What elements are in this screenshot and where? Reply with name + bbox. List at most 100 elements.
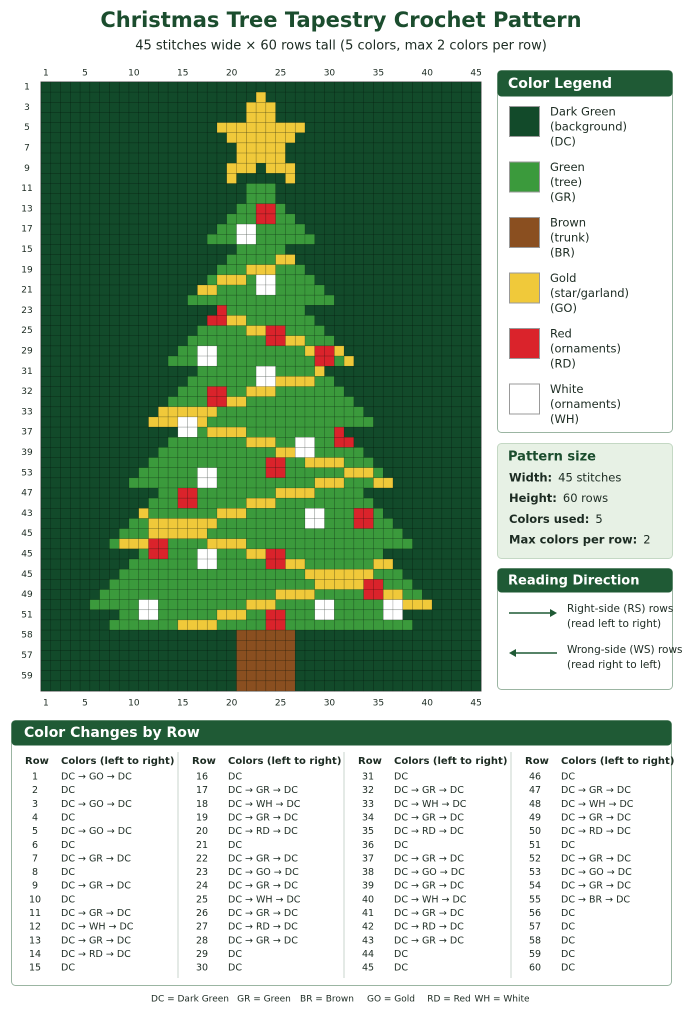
stitch-cell (226, 396, 237, 408)
stitch-cell (451, 234, 462, 245)
stitch-cell (128, 467, 140, 479)
stitch-cell (461, 284, 472, 296)
stitch-cell (285, 223, 296, 235)
table-header-cell: Row (25, 756, 49, 767)
stitch-cell (363, 619, 374, 631)
row-number: 51 (529, 840, 541, 851)
stitch-cell (334, 274, 345, 286)
stitch-cell (353, 122, 364, 133)
stitch-cell (304, 660, 316, 671)
stitch-cell (216, 437, 228, 448)
row-number: 24 (196, 881, 208, 892)
stitch-cell (461, 81, 472, 93)
stitch-cell (128, 650, 140, 661)
stitch-cell (128, 538, 140, 550)
stitch-cell (431, 142, 443, 154)
stitch-cell (187, 599, 198, 611)
stitch-cell (294, 670, 306, 682)
size-label: Colors used: (509, 512, 589, 526)
stitch-cell (70, 335, 81, 347)
stitch-cell (226, 487, 237, 499)
stitch-cell (167, 477, 179, 489)
row-colors: DC → WH → DC (228, 799, 301, 810)
stitch-cell (314, 122, 325, 133)
stitch-cell (373, 294, 384, 306)
stitch-cell (265, 508, 276, 519)
footer-key: GR = Green (237, 995, 291, 1005)
stitch-cell (392, 487, 404, 499)
stitch-cell (314, 193, 325, 205)
stitch-cell (197, 538, 208, 550)
stitch-cell (314, 234, 325, 245)
stitch-cell (451, 467, 462, 479)
stitch-cell (50, 396, 61, 408)
stitch-cell (285, 406, 296, 418)
stitch-cell (187, 294, 198, 306)
stitch-cell (99, 173, 110, 184)
row-number: 12 (29, 922, 41, 933)
stitch-cell (50, 457, 61, 468)
stitch-cell (148, 122, 159, 133)
stitch-cell (265, 315, 276, 326)
stitch-cell (206, 345, 218, 357)
stitch-cell (216, 112, 228, 123)
stitch-cell (60, 619, 71, 631)
stitch-cell (99, 396, 110, 408)
stitch-cell (363, 91, 374, 103)
stitch-cell (314, 213, 325, 225)
stitch-cell (275, 284, 286, 296)
stitch-cell (246, 213, 257, 225)
stitch-cell (422, 193, 433, 205)
stitch-cell (324, 609, 335, 621)
stitch-cell (60, 264, 71, 276)
stitch-cell (246, 203, 257, 215)
stitch-cell (294, 640, 306, 651)
stitch-cell (441, 244, 452, 255)
stitch-cell (461, 558, 472, 570)
stitch-cell (382, 345, 394, 357)
stitch-cell (216, 386, 228, 397)
stitch-cell (206, 579, 218, 590)
legend-text: (RD) (550, 357, 576, 371)
stitch-cell (118, 680, 130, 692)
stitch-cell (334, 558, 345, 570)
stitch-cell (353, 102, 364, 113)
stitch-cell (246, 426, 257, 438)
stitch-cell (216, 680, 228, 692)
stitch-cell (79, 173, 91, 184)
stitch-cell (373, 122, 384, 133)
stitch-cell (255, 162, 267, 174)
stitch-cell (70, 457, 81, 468)
stitch-cell (118, 365, 130, 377)
stitch-cell (461, 467, 472, 479)
stitch-cell (402, 234, 413, 245)
stitch-cell (79, 223, 91, 235)
stitch-cell (304, 599, 316, 611)
stitch-cell (363, 223, 374, 235)
stitch-cell (216, 264, 228, 276)
stitch-cell (265, 81, 276, 93)
stitch-cell (285, 132, 296, 144)
stitch-cell (314, 416, 325, 428)
stitch-cell (79, 660, 91, 671)
stitch-cell (79, 264, 91, 276)
stitch-cell (99, 112, 110, 123)
stitch-cell (461, 426, 472, 438)
stitch-cell (148, 152, 159, 164)
stitch-cell (187, 487, 198, 499)
row-number: 25 (196, 894, 208, 905)
stitch-cell (382, 487, 394, 499)
stitch-cell (118, 599, 130, 611)
stitch-cell (148, 670, 159, 682)
stitch-cell (148, 629, 159, 641)
stitch-cell (79, 477, 91, 489)
stitch-cell (99, 244, 110, 255)
stitch-cell (314, 457, 325, 468)
stitch-cell (187, 426, 198, 438)
stitch-cell (353, 386, 364, 397)
stitch-cell (324, 396, 335, 408)
stitch-cell (246, 508, 257, 519)
stitch-cell (138, 386, 149, 397)
stitch-cell (236, 589, 247, 600)
stitch-cell (197, 447, 208, 458)
